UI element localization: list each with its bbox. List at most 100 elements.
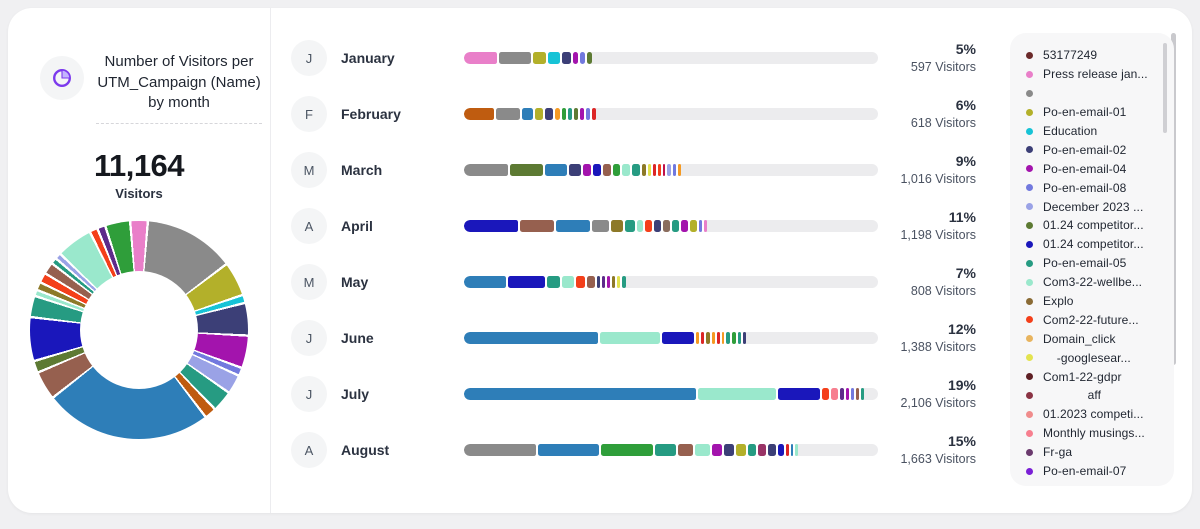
bar-segment[interactable] [758, 444, 766, 456]
bar-segment[interactable] [597, 276, 600, 288]
bar-segment[interactable] [695, 444, 710, 456]
bar-segment[interactable] [617, 276, 620, 288]
bar-segment[interactable] [673, 164, 676, 176]
bar-segment[interactable] [706, 332, 710, 344]
legend-item[interactable]: Com1-22-gdpr [1026, 367, 1168, 386]
legend-item[interactable] [1026, 84, 1168, 103]
bar-segment[interactable] [464, 444, 536, 456]
legend-item[interactable]: Education [1026, 122, 1168, 141]
bar-segment[interactable] [556, 220, 590, 232]
bar-segment[interactable] [562, 108, 566, 120]
bar-segment[interactable] [587, 52, 592, 64]
bar-segment[interactable] [625, 220, 635, 232]
bar-segment[interactable] [600, 332, 660, 344]
bar-segment[interactable] [538, 444, 599, 456]
bar-segment[interactable] [583, 164, 591, 176]
legend-item[interactable]: December 2023 ... [1026, 197, 1168, 216]
legend-item[interactable]: Monthly musings... [1026, 424, 1168, 443]
bar-segment[interactable] [732, 332, 736, 344]
bar-segment[interactable] [573, 52, 578, 64]
bar-segment[interactable] [637, 220, 643, 232]
bar-segment[interactable] [562, 276, 574, 288]
bar-segment[interactable] [645, 220, 652, 232]
bar-segment[interactable] [743, 332, 746, 344]
legend-scrollbar[interactable] [1163, 43, 1167, 133]
bar-segment[interactable] [698, 388, 776, 400]
bar-segment[interactable] [658, 164, 661, 176]
legend-item[interactable]: 53177249 [1026, 46, 1168, 65]
legend-item[interactable]: Explo [1026, 292, 1168, 311]
bar-segment[interactable] [612, 276, 615, 288]
bar-segment[interactable] [569, 164, 581, 176]
bar-segment[interactable] [464, 52, 497, 64]
bar-segment[interactable] [587, 276, 595, 288]
bar-segment[interactable] [642, 164, 646, 176]
bar-segment[interactable] [786, 444, 789, 456]
bar-segment[interactable] [778, 388, 820, 400]
legend-item[interactable]: Po-en-email-01 [1026, 103, 1168, 122]
bar-segment[interactable] [704, 220, 707, 232]
legend-item[interactable]: Po-en-email-04 [1026, 159, 1168, 178]
month-bar[interactable] [464, 164, 878, 176]
legend-item[interactable]: Com3-22-wellbe... [1026, 273, 1168, 292]
bar-segment[interactable] [622, 276, 626, 288]
bar-segment[interactable] [722, 332, 724, 344]
bar-segment[interactable] [555, 108, 560, 120]
bar-segment[interactable] [699, 220, 702, 232]
bar-segment[interactable] [522, 108, 533, 120]
bar-segment[interactable] [648, 164, 651, 176]
bar-segment[interactable] [464, 164, 508, 176]
legend-item[interactable]: Com2-22-future... [1026, 310, 1168, 329]
bar-segment[interactable] [545, 164, 567, 176]
bar-segment[interactable] [724, 444, 734, 456]
bar-segment[interactable] [672, 220, 679, 232]
bar-segment[interactable] [593, 164, 601, 176]
bar-segment[interactable] [681, 220, 688, 232]
legend-item[interactable]: Fr-ga [1026, 443, 1168, 462]
bar-segment[interactable] [576, 276, 585, 288]
bar-segment[interactable] [663, 164, 665, 176]
legend-item[interactable]: 01.2023 competi... [1026, 405, 1168, 424]
bar-segment[interactable] [601, 444, 653, 456]
bar-segment[interactable] [678, 444, 693, 456]
bar-segment[interactable] [574, 108, 578, 120]
month-bar[interactable] [464, 220, 878, 232]
bar-segment[interactable] [678, 164, 681, 176]
bar-segment[interactable] [568, 108, 572, 120]
bar-segment[interactable] [520, 220, 554, 232]
bar-segment[interactable] [738, 332, 741, 344]
month-bar[interactable] [464, 332, 878, 344]
bar-segment[interactable] [622, 164, 630, 176]
bar-segment[interactable] [632, 164, 640, 176]
bar-segment[interactable] [592, 220, 609, 232]
legend-item[interactable]: Po-en-email-05 [1026, 254, 1168, 273]
bar-segment[interactable] [464, 332, 598, 344]
bar-segment[interactable] [548, 52, 560, 64]
month-bar[interactable] [464, 388, 878, 400]
legend-item[interactable]: Po-en-email-02 [1026, 140, 1168, 159]
bar-segment[interactable] [653, 164, 656, 176]
legend-item[interactable]: Po-en-email-07 [1026, 462, 1168, 481]
month-bar[interactable] [464, 276, 878, 288]
bar-segment[interactable] [464, 108, 494, 120]
bar-segment[interactable] [580, 108, 584, 120]
legend-item[interactable]: 01.24 competitor... [1026, 235, 1168, 254]
legend-item[interactable]: Po-en-email-08 [1026, 178, 1168, 197]
legend-item[interactable]: Press release jan... [1026, 65, 1168, 84]
bar-segment[interactable] [613, 164, 620, 176]
legend-item[interactable]: 01.24 competitor... [1026, 216, 1168, 235]
bar-segment[interactable] [701, 332, 704, 344]
bar-segment[interactable] [654, 220, 661, 232]
bar-segment[interactable] [499, 52, 531, 64]
bar-segment[interactable] [496, 108, 520, 120]
bar-segment[interactable] [547, 276, 560, 288]
bar-segment[interactable] [795, 444, 798, 456]
bar-segment[interactable] [717, 332, 720, 344]
bar-segment[interactable] [778, 444, 784, 456]
bar-segment[interactable] [736, 444, 746, 456]
legend-item[interactable]: Domain_click [1026, 329, 1168, 348]
bar-segment[interactable] [840, 388, 844, 400]
bar-segment[interactable] [611, 220, 623, 232]
bar-segment[interactable] [580, 52, 585, 64]
month-bar[interactable] [464, 444, 878, 456]
